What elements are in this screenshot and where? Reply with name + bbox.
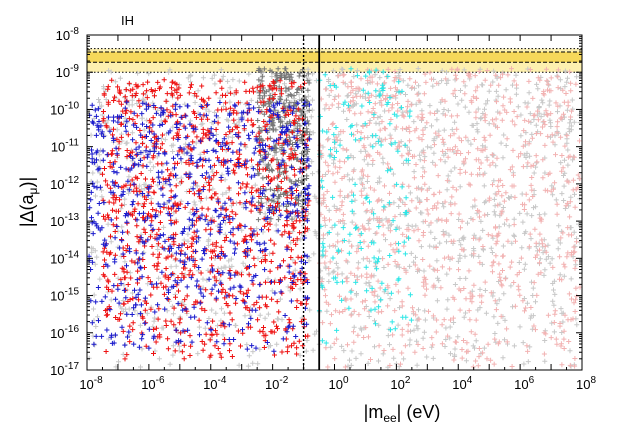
ticks-layer <box>86 34 583 371</box>
x-tick-label: 10-8 <box>79 375 103 392</box>
vlines-layer <box>302 35 321 370</box>
y-tick-label: 10-15 <box>50 287 79 304</box>
panel-label: IH <box>121 13 134 28</box>
x-tick-label: 10-6 <box>141 375 165 392</box>
y-tick-label: 10-8 <box>56 26 80 43</box>
y-tick-label: 10-17 <box>50 361 79 378</box>
y-tick-label: 10-9 <box>56 63 80 80</box>
y-tick-label: 10-11 <box>51 138 80 155</box>
x-tick-label: 104 <box>452 375 472 392</box>
bands-layer <box>87 48 582 73</box>
y-tick-label: 10-16 <box>50 324 79 341</box>
y-axis-title: |Δ(aμ)| <box>17 177 40 227</box>
y-tick-label: 10-10 <box>50 100 79 117</box>
y-tick-label: 10-12 <box>50 175 79 192</box>
y-tick-label: 10-13 <box>50 212 79 229</box>
x-tick-label: 100 <box>328 375 348 392</box>
tick-labels: 10-8 10-6 10-4 10-2 100 102 104 106 108 10-17 10-1… <box>50 26 596 392</box>
points-layer <box>86 66 583 370</box>
x-tick-label: 102 <box>390 375 410 392</box>
x-tick-label: 108 <box>576 375 596 392</box>
y-tick-label: 10-14 <box>50 249 79 266</box>
x-tick-label: 10-2 <box>265 375 289 392</box>
series-cyan-points <box>316 66 414 346</box>
x-tick-label: 10-4 <box>203 375 227 392</box>
band-1 <box>87 51 582 63</box>
x-tick-label: 106 <box>514 375 534 392</box>
x-axis-title: |mee| (eV) <box>364 402 441 425</box>
series-pink-points <box>316 66 583 370</box>
